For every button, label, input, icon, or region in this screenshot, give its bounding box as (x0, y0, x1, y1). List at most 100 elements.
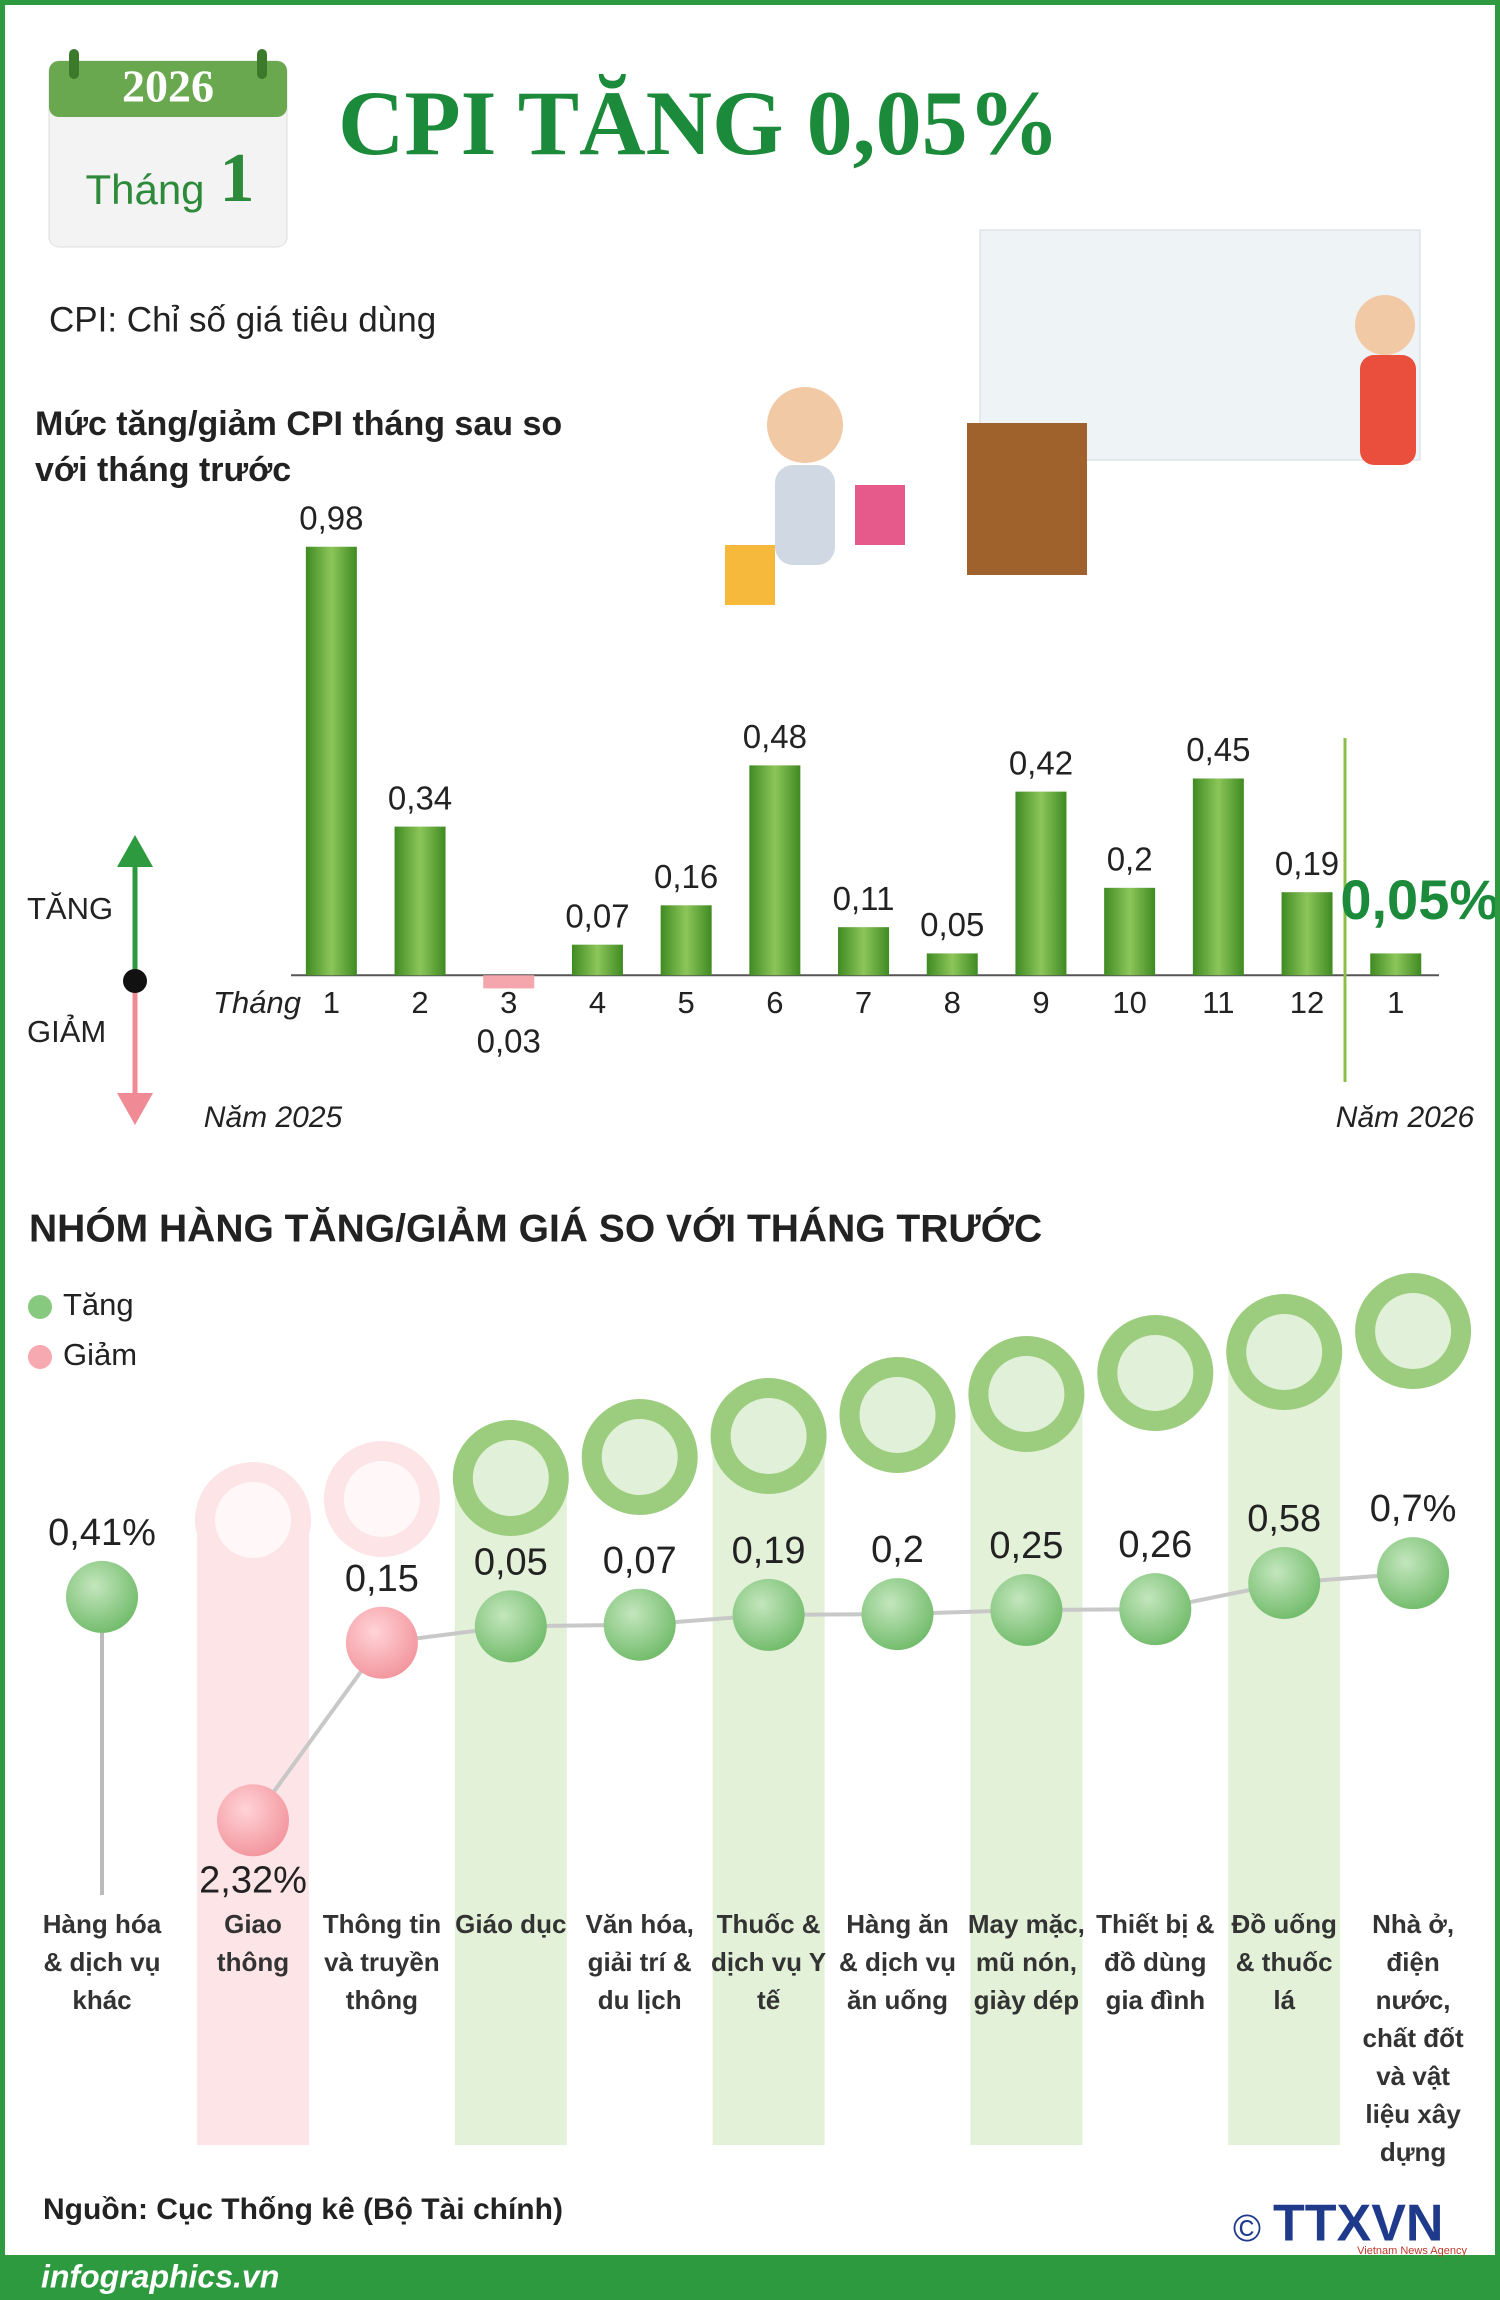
value-label: 0,11 (833, 880, 895, 917)
origin-dot (123, 969, 147, 993)
dot (732, 1578, 805, 1651)
icon-inner (601, 1419, 678, 1495)
category-label: Đồ uống & thuốc lá (1231, 1909, 1337, 2015)
icon-inner (472, 1440, 549, 1516)
bar (1192, 778, 1244, 976)
value-label: 0,26 (1118, 1524, 1192, 1566)
period-label: Năm 2026 (1336, 1101, 1475, 1134)
legend-swatch (28, 1345, 52, 1369)
value-label: 0,41% (48, 1512, 156, 1554)
title: CPI TĂNG 0,05% (338, 72, 1060, 174)
icon-inner (730, 1398, 807, 1474)
x-tick-label: 9 (1032, 985, 1049, 1020)
dot (1377, 1537, 1450, 1610)
value-label: 0,19 (1275, 845, 1339, 882)
category-label: Giao thông (216, 1909, 290, 1977)
column-band (970, 1385, 1083, 2145)
value-label: 0,03 (477, 1023, 541, 1060)
x-tick-label: 2 (411, 985, 428, 1020)
bar (483, 975, 535, 989)
value-label: 0,34 (388, 779, 452, 816)
bar (571, 944, 623, 976)
column-band (454, 1465, 567, 2145)
bar (305, 546, 357, 976)
x-tick-label: 5 (678, 985, 695, 1020)
x-tick-label: 7 (855, 985, 872, 1020)
icon-inner (859, 1377, 936, 1453)
dot (345, 1606, 418, 1679)
value-label: 0,05% (1340, 868, 1499, 931)
category-label: Thiết bị & đồ dùng gia đình (1096, 1909, 1215, 2015)
x-tick-label: 10 (1112, 985, 1146, 1020)
category-label: May mặc, mũ nón, giày dép (967, 1909, 1085, 2015)
bar (926, 953, 978, 976)
bar (1370, 953, 1422, 976)
x-axis-label: Tháng (213, 985, 301, 1020)
column-band (1228, 1345, 1341, 2145)
value-label: 0,7% (1370, 1488, 1457, 1530)
category-label: Thông tin và truyền thông (322, 1909, 442, 2015)
x-tick-label: 11 (1202, 985, 1234, 1020)
value-label: 0,16 (654, 858, 718, 895)
chart-title: Mức tăng/giảm CPI tháng sau so với tháng… (35, 405, 563, 489)
x-tick-label: 6 (766, 985, 783, 1020)
category-label: Hàng ăn & dịch vụ ăn uống (838, 1909, 956, 2015)
legend-label: Tăng (63, 1287, 134, 1322)
dot (861, 1578, 934, 1651)
category-label: Giáo dục (455, 1909, 567, 1939)
ring (69, 49, 79, 79)
value-label: 0,2 (871, 1529, 924, 1571)
bar (1015, 791, 1067, 976)
x-tick-label: 12 (1290, 985, 1324, 1020)
month: 1 (220, 140, 255, 217)
value-label: 0,58 (1247, 1498, 1321, 1540)
chart-title: NHÓM HÀNG TĂNG/GIẢM GIÁ SO VỚI THÁNG TRƯ… (29, 1206, 1042, 1250)
value-label: 0,05 (920, 906, 984, 943)
icon-inner (1117, 1335, 1194, 1411)
category-label: Hàng hóa & dịch vụ khác (42, 1909, 162, 2015)
agency: TTXVN (1273, 2195, 1443, 2253)
canvas: 2026 Tháng 1 CPI TĂNG 0,05% CPI: Chỉ số … (5, 49, 1499, 2295)
icon-inner (215, 1482, 291, 1558)
dot (990, 1574, 1063, 1646)
value-label: 0,19 (732, 1530, 806, 1572)
x-tick-label: 4 (589, 985, 606, 1020)
bar (1104, 887, 1156, 976)
value-label: 0,2 (1107, 841, 1153, 878)
website: infographics.vn (41, 2258, 279, 2294)
category-label: Thuốc & dịch vụ Y tế (711, 1909, 827, 2015)
subtitle: CPI: Chỉ số giá tiêu dùng (49, 300, 436, 339)
up-label: TĂNG (27, 891, 113, 926)
dot (66, 1560, 138, 1633)
x-tick-label: 1 (323, 985, 340, 1020)
dot (1248, 1547, 1321, 1619)
bar (660, 905, 712, 976)
value-label: 0,15 (345, 1558, 419, 1600)
bar (838, 927, 890, 976)
down-label: GIẢM (27, 1014, 106, 1049)
legend-swatch (28, 1295, 52, 1319)
category-label: Nhà ở, điện nước, chất đốt và vật liệu x… (1362, 1909, 1464, 2167)
bar (749, 765, 801, 976)
copyright: © (1233, 2208, 1261, 2250)
value-label: 0,07 (603, 1540, 677, 1582)
calendar-top (49, 61, 287, 117)
icon-inner (1246, 1314, 1323, 1390)
dot (217, 1784, 289, 1857)
month-label: Tháng (85, 166, 204, 213)
x-tick-label: 8 (944, 985, 961, 1020)
icon-inner (988, 1356, 1065, 1432)
value-label: 0,98 (299, 499, 363, 536)
down-arrow-head (117, 1093, 153, 1125)
x-tick-label: 3 (500, 985, 517, 1020)
source: Nguồn: Cục Thống kê (Bộ Tài chính) (43, 2193, 563, 2226)
legend-label: Giảm (63, 1337, 137, 1372)
up-arrow-head (117, 835, 153, 867)
value-label: 0,42 (1009, 744, 1073, 781)
value-label: 0,05 (474, 1541, 548, 1583)
value-label: 0,07 (565, 897, 629, 934)
value-label: 2,32% (199, 1859, 307, 1901)
connector-line (251, 1571, 1414, 1822)
value-label: 0,48 (743, 718, 807, 755)
category-label: Văn hóa, giải trí & du lịch (585, 1909, 694, 2015)
